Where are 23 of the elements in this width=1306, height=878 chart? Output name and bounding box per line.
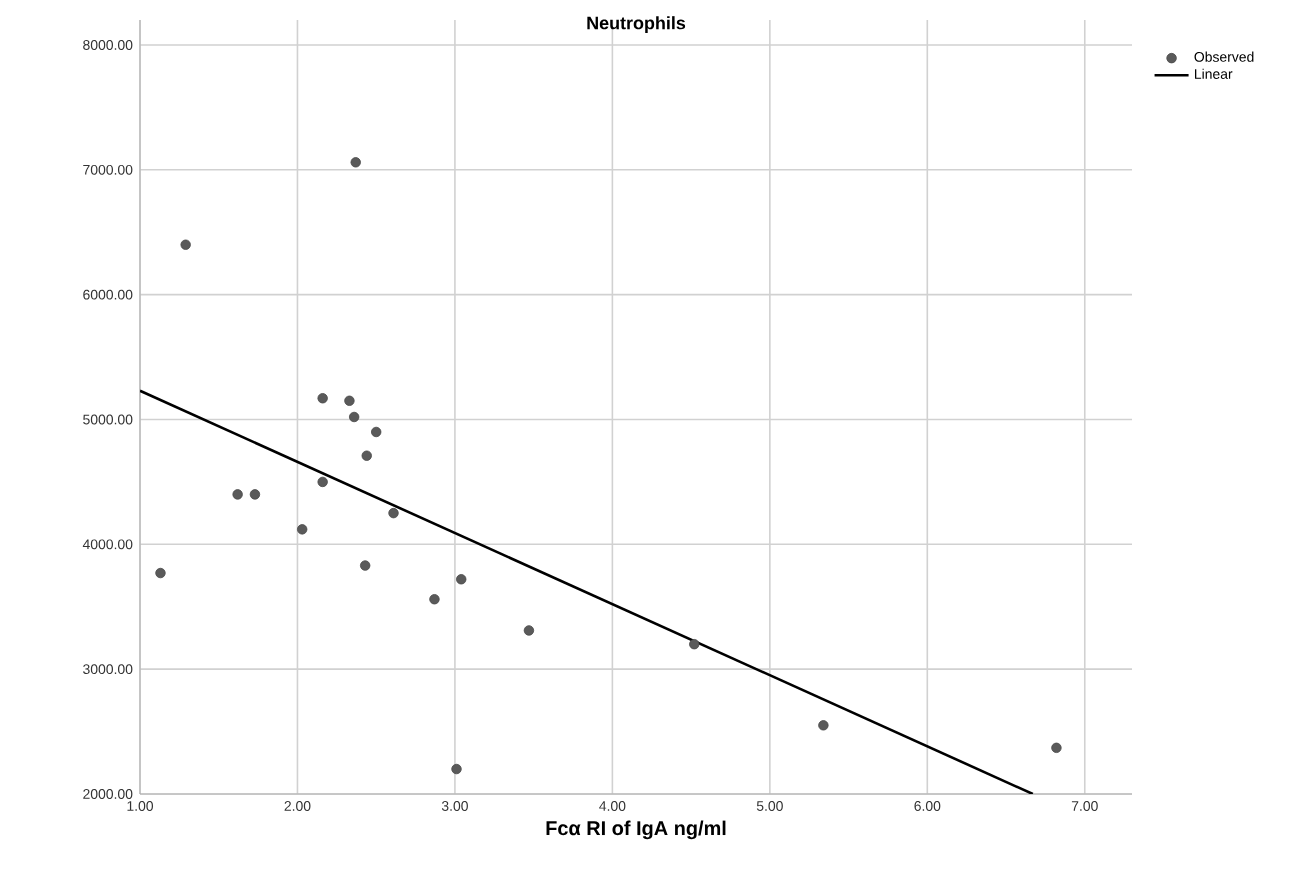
point [249,489,261,500]
point [523,625,535,636]
point [180,239,191,250]
x-axis-title: Fcα RI of IgA ng/ml [546,820,726,840]
point [456,574,467,585]
point [359,560,371,571]
point [350,157,361,168]
point [297,524,308,535]
point [155,567,166,579]
chart-title: Neutrophils [587,16,686,33]
point [689,639,700,650]
point [371,426,382,438]
point [344,395,355,406]
point [348,411,360,423]
point [818,720,829,731]
point [429,594,440,605]
point [1051,742,1062,753]
point [232,489,243,500]
point [317,393,328,404]
point [388,507,399,519]
point [361,450,372,461]
point [451,763,462,775]
point [317,476,328,488]
